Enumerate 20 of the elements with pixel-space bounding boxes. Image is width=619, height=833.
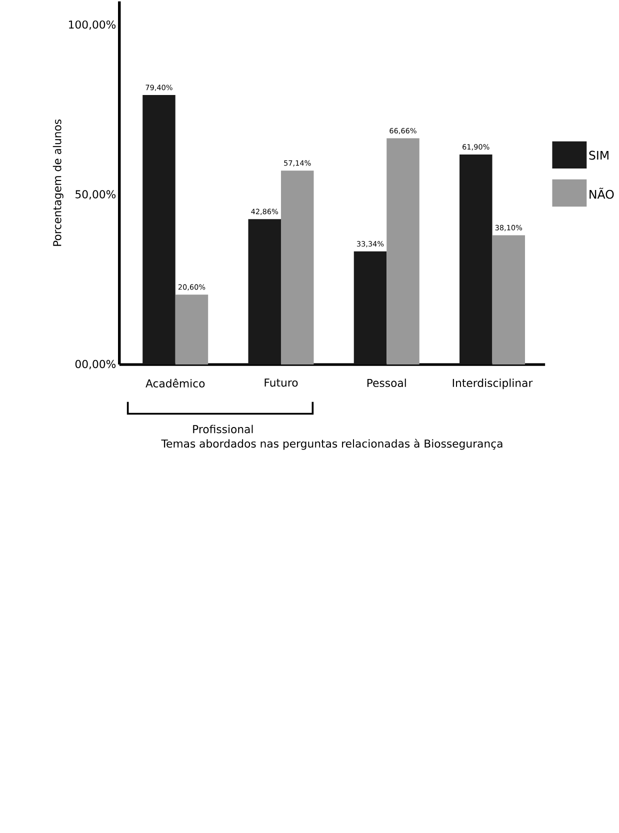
legend-label: SIM — [589, 150, 608, 160]
bar — [281, 170, 314, 365]
legend-label: NÃO — [590, 188, 614, 199]
y-tick-label: 00,00% — [75, 360, 116, 370]
y-tick-label: 100,00% — [69, 20, 116, 30]
y-tick-label: 50,00% — [76, 190, 116, 200]
x-axis-title: Temas abordados nas perguntas relacionadas à Biossegurança — [161, 438, 502, 450]
x-tick-label: Futuro — [264, 378, 298, 387]
x-tick-label: Interdisciplinar — [452, 378, 533, 390]
y-axis-title: Porcentagem de alunos — [52, 120, 64, 246]
x-tick-label: Pessoal — [367, 378, 406, 388]
bar — [492, 235, 526, 365]
bar — [354, 251, 387, 365]
bar — [175, 294, 208, 365]
x-tick-label: Acadêmico — [146, 378, 205, 388]
bar — [248, 219, 282, 365]
text: Profissional — [193, 424, 253, 434]
bar — [460, 154, 492, 365]
bar — [142, 95, 176, 365]
bar — [386, 138, 420, 365]
